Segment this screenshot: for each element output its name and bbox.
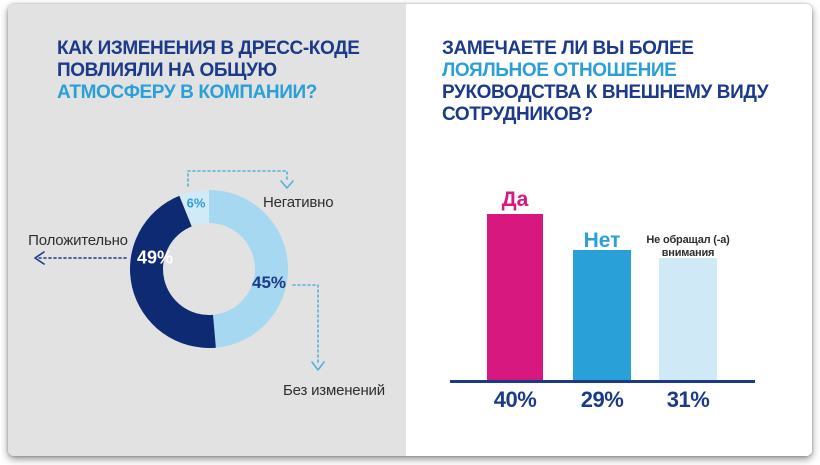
title-line: ЛОЯЛЬНОЕ ОТНОШЕНИЕ [442,60,677,81]
bar-value-label-yes: 40% [493,387,537,412]
bar-value-label-no-attention: 31% [666,387,710,412]
dress-code-atmosphere-panel: КАК ИЗМЕНЕНИЯ В ДРЕСС-КОДЕ ПОВЛИЯЛИ НА О… [8,4,406,456]
title-line: ЗАМЕЧАЕТЕ ЛИ ВЫ БОЛЕЕ [442,38,694,59]
bar-category-label-yes: Да [501,188,529,211]
bar-chart-baseline [450,380,755,383]
bar-value-label-no: 29% [580,387,624,412]
donut-category-label-negative: Негативно [263,194,334,211]
title-line: РУКОВОДСТВА К ВНЕШНЕМУ ВИДУ [442,82,769,103]
title-line: ПОВЛИЯЛИ НА ОБЩУЮ [57,60,277,81]
donut-category-label-positive: Положительно [28,232,128,249]
survey-infographic-card: КАК ИЗМЕНЕНИЯ В ДРЕСС-КОДЕ ПОВЛИЯЛИ НА О… [8,4,812,456]
title-line: АТМОСФЕРУ В КОМПАНИИ? [57,82,317,103]
title-line: КАК ИЗМЕНЕНИЯ В ДРЕСС-КОДЕ [57,38,360,59]
bar-no-attention [659,258,717,380]
donut-category-label-no-change: Без изменений [283,382,385,399]
management-attitude-panel: ЗАМЕЧАЕТЕ ЛИ ВЫ БОЛЕЕ ЛОЯЛЬНОЕ ОТНОШЕНИЕ… [406,4,812,456]
dashed-arrow-negative-icon [187,170,294,189]
donut-segment-no-change [209,190,289,348]
bar-category-label-no-attention: Не обращал (-а) внимания [646,234,730,259]
dashed-arrow-no-change-icon [292,284,325,371]
donut-value-label-negative: 6% [186,195,206,211]
donut-chart [129,190,289,349]
bar-chart-title: ЗАМЕЧАЕТЕ ЛИ ВЫ БОЛЕЕ ЛОЯЛЬНОЕ ОТНОШЕНИЕ… [442,38,808,126]
donut-value-label-no-change: 45% [251,273,287,292]
bar-category-label-no: Нет [583,229,621,252]
donut-segment-negative [179,190,209,227]
title-line: СОТРУДНИКОВ? [442,104,593,125]
donut-segment-positive [129,195,216,349]
donut-chart-title: КАК ИЗМЕНЕНИЯ В ДРЕСС-КОДЕ ПОВЛИЯЛИ НА О… [57,38,403,104]
donut-value-label-positive: 49% [136,247,174,268]
dashed-arrow-left-icon [34,251,127,265]
bar-yes [487,214,543,380]
bar-no [573,250,631,380]
